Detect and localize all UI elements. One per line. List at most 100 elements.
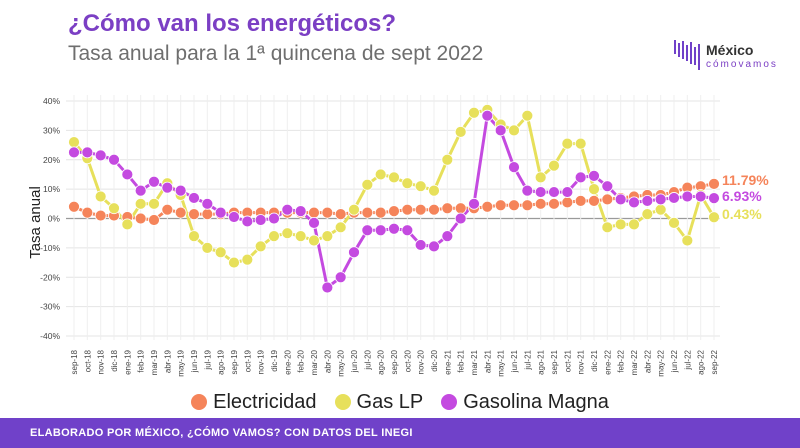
- data-point: [454, 212, 467, 225]
- data-point: [268, 230, 280, 243]
- y-axis-label: Tasa anual: [27, 186, 44, 259]
- chart-legend: Electricidad Gas LP Gasolina Magna: [0, 389, 800, 415]
- data-point: [654, 203, 667, 216]
- data-point: [601, 193, 614, 206]
- x-tick-label: dic-20: [430, 349, 439, 371]
- data-point: [374, 224, 387, 237]
- data-point: [254, 214, 267, 226]
- logo-bars-icon: [674, 40, 700, 70]
- legend-item-gas-lp: Gas LP: [334, 391, 423, 414]
- data-point: [94, 209, 107, 222]
- data-point: [68, 200, 80, 213]
- data-point: [214, 246, 227, 259]
- x-tick-label: jun-20: [350, 349, 359, 373]
- y-tick-label: -40%: [40, 331, 60, 341]
- data-point: [441, 230, 454, 243]
- data-point: [121, 168, 134, 181]
- x-tick-label: ene-22: [603, 349, 612, 374]
- data-point: [174, 206, 187, 219]
- x-tick-label: feb-22: [617, 349, 626, 372]
- data-point: [348, 246, 360, 259]
- x-tick-label: jun-21: [510, 349, 519, 373]
- x-tick-label: sep-22: [710, 349, 719, 374]
- data-point: [401, 203, 414, 216]
- x-tick-label: dic-18: [110, 349, 119, 371]
- x-tick-label: nov-19: [257, 349, 266, 374]
- data-point: [294, 230, 307, 243]
- logo-text-comovamos: cómovamos: [706, 59, 778, 70]
- data-point: [548, 197, 560, 210]
- data-point: [454, 202, 467, 215]
- y-tick-label: -20%: [40, 272, 60, 282]
- data-point: [281, 227, 294, 240]
- x-tick-label: ago-19: [217, 349, 226, 374]
- x-tick-label: oct-19: [243, 349, 252, 372]
- data-point: [508, 161, 520, 173]
- chart-title: ¿Cómo van los energéticos?: [68, 10, 397, 37]
- data-point: [188, 208, 200, 220]
- data-point: [548, 186, 560, 198]
- data-point: [561, 137, 574, 150]
- data-point: [188, 230, 200, 243]
- data-point: [361, 206, 374, 219]
- data-point: [574, 194, 587, 207]
- data-point: [681, 190, 694, 203]
- legend-item-electricidad: Electricidad: [191, 390, 317, 414]
- data-point: [508, 124, 520, 137]
- x-tick-label: dic-19: [270, 349, 279, 371]
- x-tick-label: mar-21: [470, 349, 479, 375]
- legend-marker-icon: [191, 394, 208, 410]
- data-point: [401, 177, 414, 190]
- data-point: [268, 212, 280, 225]
- data-point: [601, 221, 614, 234]
- x-tick-label: ago-22: [697, 349, 706, 374]
- data-point: [668, 217, 680, 229]
- data-point: [468, 106, 480, 119]
- x-tick-label: jul-19: [203, 349, 212, 370]
- data-point: [494, 199, 507, 212]
- data-point: [441, 202, 454, 215]
- x-tick-label: nov-20: [417, 349, 426, 374]
- x-tick-label: mar-20: [310, 349, 319, 375]
- footer-banner: ELABORADO POR MÉXICO, ¿CÓMO VAMOS? CON D…: [0, 418, 800, 448]
- data-point: [414, 239, 427, 251]
- y-tick-label: 0%: [48, 214, 61, 224]
- data-point: [681, 234, 694, 247]
- data-point: [94, 190, 107, 203]
- y-tick-label: -10%: [40, 243, 60, 253]
- data-point: [441, 153, 454, 166]
- y-tick-label: 20%: [43, 155, 60, 165]
- x-tick-label: oct-18: [83, 349, 92, 372]
- data-point: [494, 124, 507, 137]
- data-point: [534, 186, 547, 198]
- data-point: [601, 180, 614, 193]
- x-tick-label: jul-20: [363, 349, 372, 370]
- x-tick-label: feb-20: [297, 349, 306, 372]
- data-point: [108, 153, 120, 166]
- data-point: [334, 208, 347, 220]
- data-point: [134, 212, 147, 225]
- data-point: [428, 240, 440, 253]
- data-point: [214, 206, 227, 219]
- data-point: [614, 218, 627, 231]
- legend-label: Electricidad: [213, 390, 317, 413]
- data-point: [201, 197, 214, 210]
- data-point: [708, 211, 720, 224]
- x-tick-label: may-20: [337, 349, 346, 376]
- x-tick-label: sep-21: [550, 349, 559, 374]
- x-tick-label: may-19: [177, 349, 186, 376]
- data-point: [201, 208, 214, 220]
- data-point: [161, 203, 174, 216]
- data-point: [561, 196, 574, 209]
- data-point: [254, 240, 267, 253]
- legend-marker-icon: [441, 394, 458, 410]
- data-point: [348, 203, 360, 216]
- data-point: [454, 125, 467, 138]
- data-point: [81, 206, 94, 219]
- x-tick-label: ago-21: [537, 349, 546, 374]
- data-point: [574, 171, 587, 184]
- x-tick-label: may-21: [497, 349, 506, 376]
- logo-text-mexico: México: [706, 42, 754, 58]
- data-point: [641, 208, 654, 220]
- data-point: [668, 192, 680, 204]
